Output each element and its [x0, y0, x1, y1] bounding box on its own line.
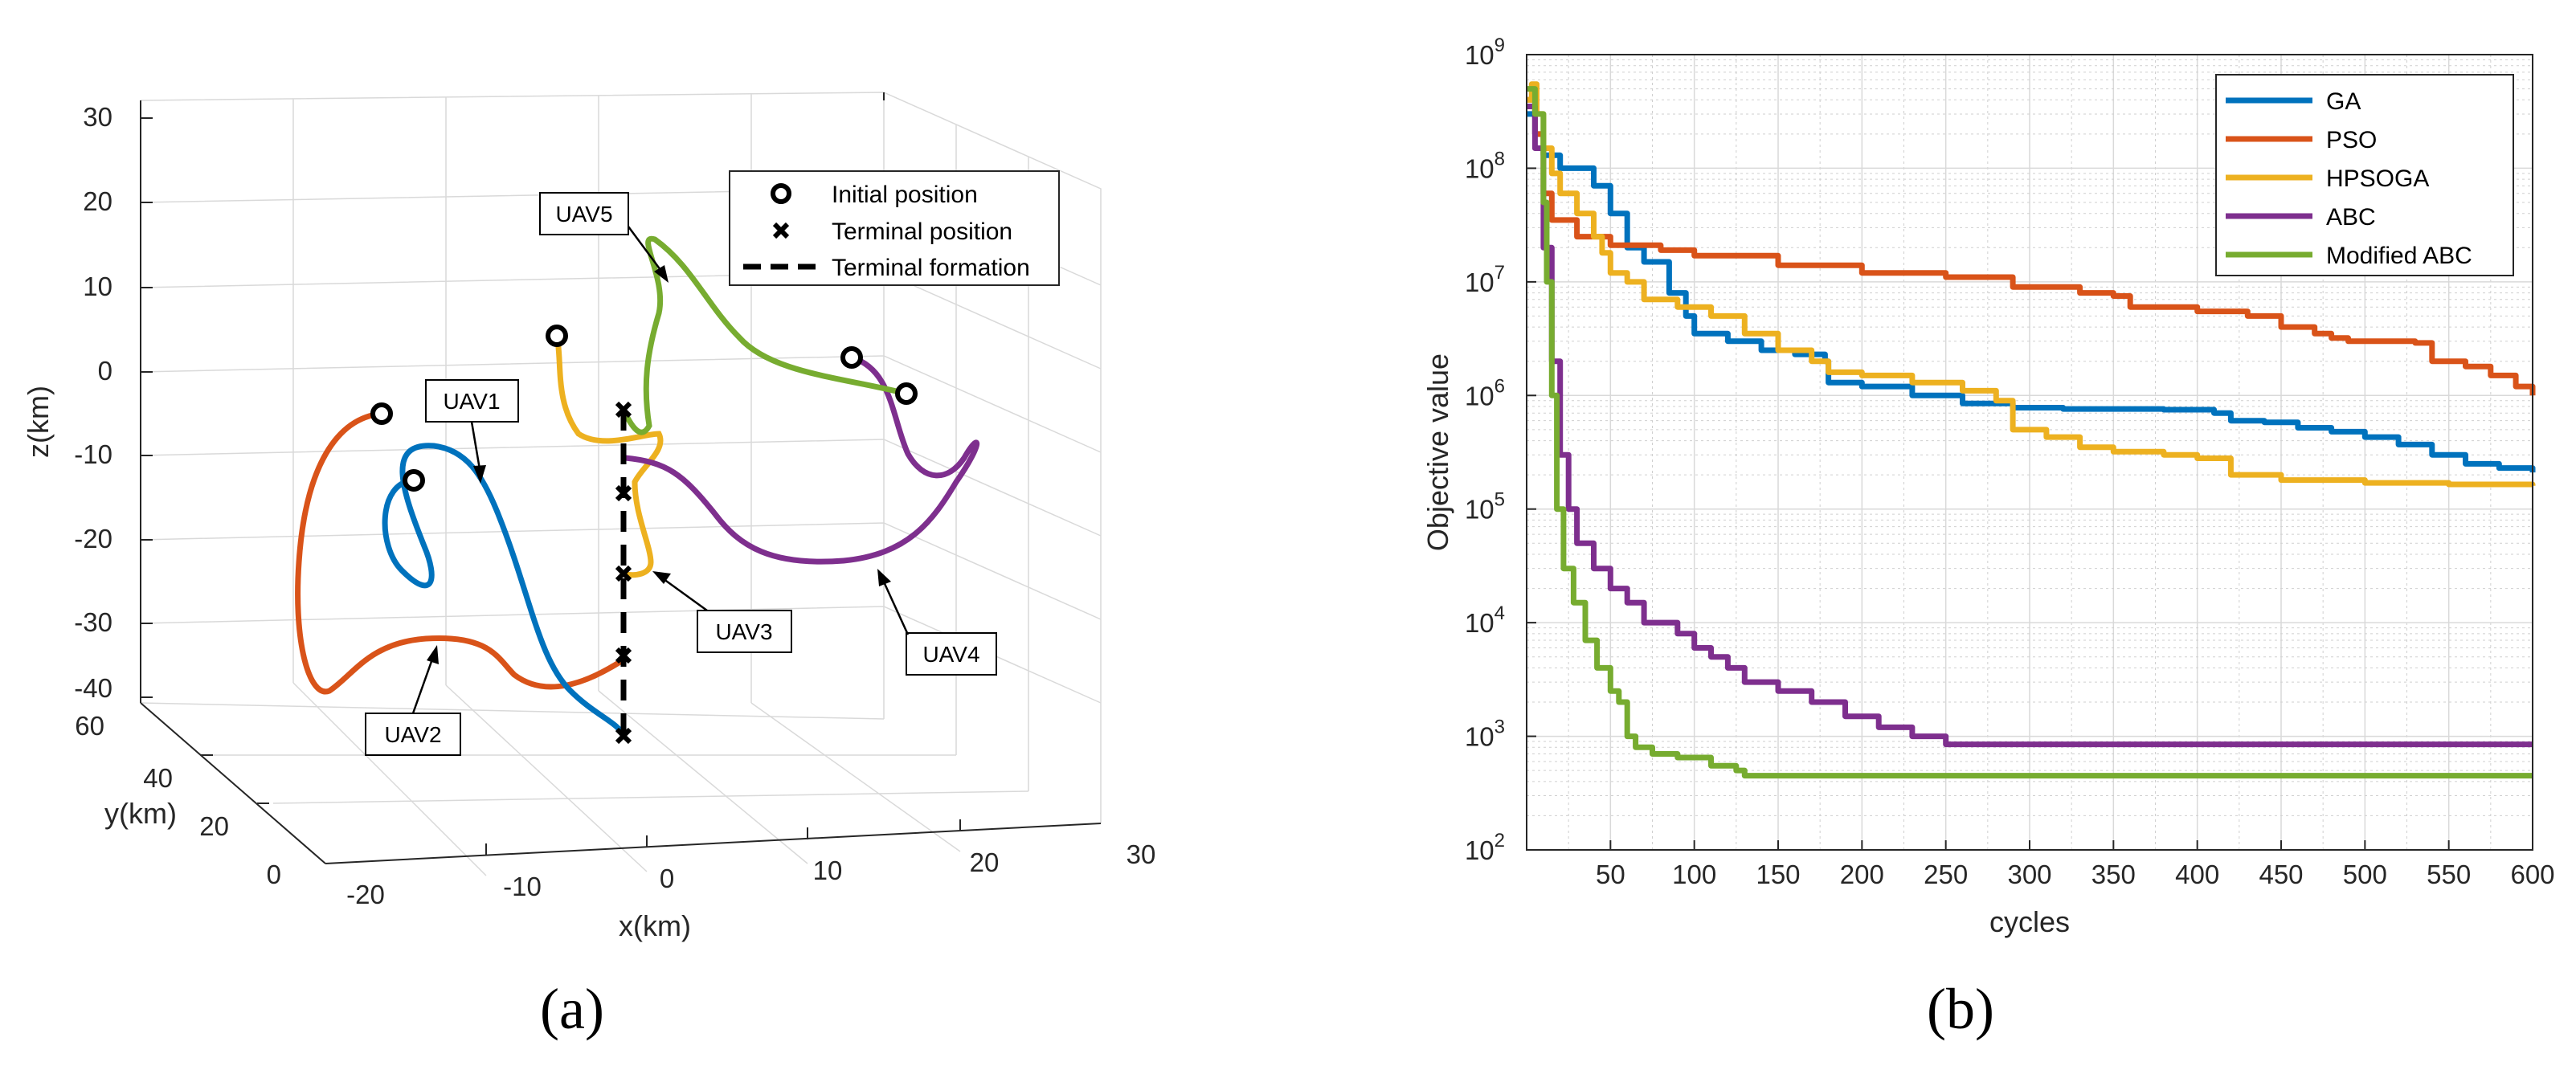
x-tick-label: 550: [2427, 860, 2471, 889]
uav3-trajectory: [554, 333, 664, 578]
svg-text:UAV3: UAV3: [715, 619, 772, 644]
uav5-trajectory: [620, 235, 910, 435]
panel-b-caption: (b): [1927, 977, 1994, 1041]
x-tick-label: -10: [503, 872, 542, 901]
x-tick-label: 100: [1672, 860, 1716, 889]
y-tick-label: 40: [143, 763, 173, 793]
terminal-marker: [615, 565, 632, 582]
x-tick-label: 600: [2510, 860, 2554, 889]
x-axis-label: x(km): [619, 909, 691, 942]
uav1-initial-marker: [403, 469, 425, 492]
y-tick-label: 108: [1465, 148, 1505, 183]
z-tick-label: 10: [83, 272, 112, 301]
annotation-uav3: UAV3: [652, 571, 792, 653]
y-tick-label: 104: [1465, 602, 1505, 638]
legend-hpsoga-label: HPSOGA: [2326, 165, 2429, 192]
y-tick-label: 109: [1465, 35, 1505, 70]
panel-b-series: [1527, 81, 2536, 779]
z-tick-label: 0: [98, 356, 112, 386]
panel-a-3d-trajectories: 30 20 10 0 -10 -20 -30 -40 -20 -10 0 10 …: [22, 92, 1155, 1041]
svg-text:UAV5: UAV5: [555, 202, 612, 227]
uav4-initial-marker: [840, 346, 863, 369]
legend-ga-label: GA: [2326, 88, 2361, 115]
panel-b-convergence-chart: 50 100 150 200 250 300 350 400 450 500 550 600 102 10…: [1421, 35, 2555, 1041]
x-axis-label: cycles: [1989, 905, 2070, 938]
terminal-position-markers: [615, 401, 632, 745]
x-tick-label: 250: [1924, 860, 1968, 889]
y-tick-label: 20: [199, 811, 229, 841]
y-tick-label: 102: [1465, 830, 1505, 865]
svg-text:UAV1: UAV1: [443, 389, 500, 414]
x-tick-label: 350: [2091, 860, 2136, 889]
y-axis-label: y(km): [104, 797, 177, 830]
x-tick-label: 30: [1126, 839, 1156, 869]
legend-terminal-label: Terminal position: [832, 218, 1012, 245]
y-axis-label: Objective value: [1421, 353, 1454, 551]
uav5-initial-marker: [895, 382, 918, 405]
svg-text:UAV2: UAV2: [384, 722, 441, 747]
initial-position-markers: [370, 325, 918, 492]
x-tick-label: 400: [2175, 860, 2219, 889]
y-tick-label: 105: [1465, 489, 1505, 525]
terminal-marker: [615, 647, 632, 664]
x-tick-label: 300: [2007, 860, 2051, 889]
z-tick-label: -10: [74, 439, 112, 469]
svg-text:UAV4: UAV4: [922, 642, 979, 667]
legend-terminal-marker: [772, 222, 790, 239]
y-tick-label: 107: [1465, 262, 1505, 297]
uav2-initial-marker: [370, 402, 393, 425]
x-tick-label: 10: [813, 856, 843, 885]
panel-a-caption: (a): [540, 977, 604, 1041]
terminal-marker: [615, 727, 632, 745]
terminal-marker: [615, 401, 632, 419]
z-tick-label: 20: [83, 186, 112, 216]
legend-initial-label: Initial position: [832, 182, 978, 208]
y-tick-label: 103: [1465, 717, 1505, 752]
x-tick-label: 450: [2259, 860, 2303, 889]
panel-a-axes: [140, 92, 1102, 864]
y-tick-label: 60: [75, 711, 104, 741]
z-tick-label: -20: [74, 524, 112, 553]
panel-b-legend: GA PSO HPSOGA ABC Modified ABC: [2215, 74, 2514, 276]
legend-pso-label: PSO: [2326, 127, 2377, 153]
legend-formation-label: Terminal formation: [832, 255, 1030, 281]
panel-a-legend: Initial position Terminal position Termi…: [729, 170, 1060, 286]
annotation-uav4: UAV4: [877, 569, 997, 676]
series-line-modified-abc: [1527, 86, 2533, 779]
x-tick-label: 200: [1840, 860, 1884, 889]
annotation-uav2: UAV2: [365, 645, 461, 756]
z-axis-label: z(km): [22, 386, 55, 458]
series-line-hpsoga: [1527, 81, 2536, 488]
uav3-initial-marker: [546, 325, 568, 347]
terminal-marker: [615, 484, 632, 502]
x-tick-label: 50: [1596, 860, 1625, 889]
z-tick-label: -40: [74, 673, 112, 703]
uav4-trajectory: [622, 354, 980, 565]
uav-trajectories: [295, 235, 980, 738]
series-line-ga: [1527, 111, 2536, 473]
y-tick-label: 0: [267, 860, 281, 889]
uav2-trajectory: [295, 410, 622, 695]
annotation-uav1: UAV1: [425, 379, 519, 484]
z-tick-label: 30: [83, 102, 112, 132]
x-tick-label: 20: [970, 847, 1000, 877]
y-tick-label: 106: [1465, 375, 1505, 410]
legend-abc-label: ABC: [2326, 204, 2376, 231]
legend-modified-abc-label: Modified ABC: [2326, 243, 2472, 269]
x-tick-label: 0: [660, 864, 674, 893]
panel-b-ticks: 50 100 150 200 250 300 350 400 450 500 550 600 102 10…: [1465, 35, 2555, 889]
uav1-trajectory: [382, 443, 626, 738]
legend-initial-marker: [771, 183, 791, 204]
annotation-uav5: UAV5: [539, 192, 669, 283]
x-tick-label: -20: [346, 880, 385, 909]
x-tick-label: 500: [2343, 860, 2387, 889]
series-line-abc: [1527, 104, 2533, 748]
z-tick-label: -30: [74, 607, 112, 637]
x-tick-label: 150: [1756, 860, 1800, 889]
